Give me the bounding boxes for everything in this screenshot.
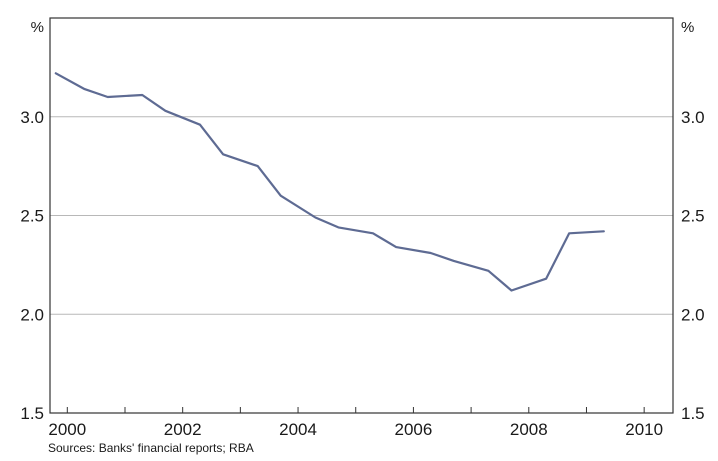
series-line (54, 72, 605, 292)
y-tick-label-right: 2.0 (681, 305, 705, 324)
y-tick-labels-left: 1.5 2.0 2.5 3.0 (20, 108, 44, 423)
gridlines (50, 116, 673, 315)
x-tick-labels: 2000 2002 2004 2006 2008 2010 (48, 420, 663, 439)
y-tick-label-left: 2.5 (20, 207, 44, 226)
plot-frame (49, 17, 674, 414)
y-unit-label-left: % (31, 19, 44, 36)
x-tick-label: 2002 (164, 420, 202, 439)
x-tick-label: 2000 (48, 420, 86, 439)
y-tick-label-left: 3.0 (20, 108, 44, 127)
series-group (54, 72, 605, 292)
y-unit-label-right: % (681, 19, 694, 36)
y-tick-label-left: 1.5 (20, 404, 44, 423)
x-tick-label: 2006 (395, 420, 433, 439)
x-tick-label: 2010 (625, 420, 663, 439)
y-tick-label-right: 2.5 (681, 207, 705, 226)
y-tick-label-right: 1.5 (681, 404, 705, 423)
y-tick-label-right: 3.0 (681, 108, 705, 127)
x-tick-label: 2008 (510, 420, 548, 439)
x-tick-label: 2004 (279, 420, 317, 439)
y-tick-label-left: 2.0 (20, 305, 44, 324)
x-tick-marks (66, 407, 645, 413)
y-tick-labels-right: 1.5 2.0 2.5 3.0 (681, 108, 705, 423)
source-note: Sources: Banks' financial reports; RBA (48, 441, 254, 455)
